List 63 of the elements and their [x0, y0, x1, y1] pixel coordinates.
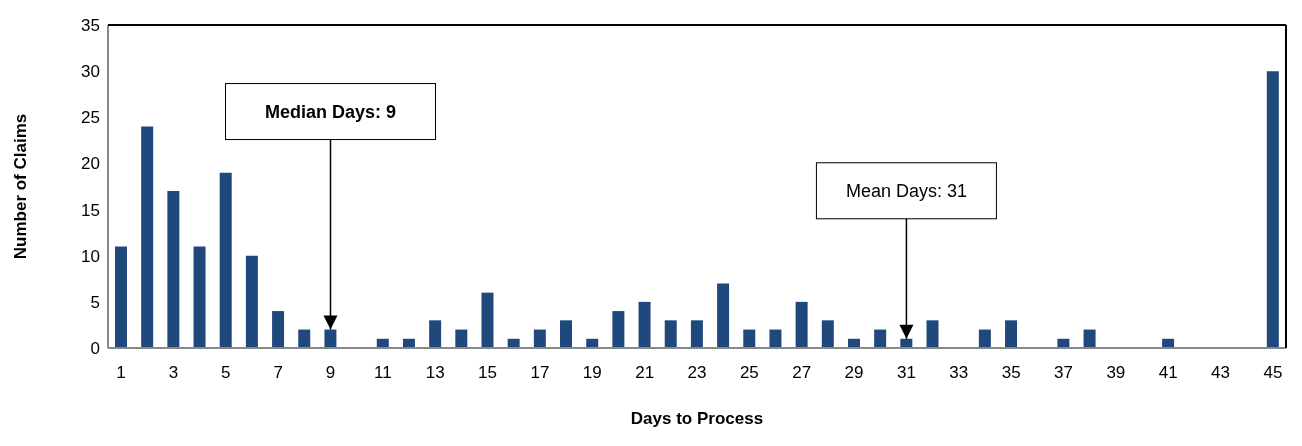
- bar: [1266, 71, 1279, 348]
- x-tick-label: 19: [582, 363, 602, 383]
- x-tick-label: 5: [221, 363, 231, 383]
- bar: [978, 329, 991, 348]
- bar: [743, 329, 756, 348]
- x-axis-title: Days to Process: [630, 409, 764, 428]
- bar: [272, 311, 285, 348]
- bar: [690, 320, 703, 348]
- bar: [298, 329, 311, 348]
- bar: [455, 329, 468, 348]
- y-tick-label: 20: [81, 154, 100, 174]
- y-axis-title: Number of Claims: [11, 113, 31, 260]
- x-tick-label: 9: [325, 363, 336, 383]
- x-tick-label: 7: [273, 363, 283, 383]
- bar: [926, 320, 939, 348]
- bar: [612, 311, 625, 348]
- x-tick-label: 3: [168, 363, 179, 383]
- x-tick-label: 21: [635, 363, 655, 383]
- bar: [141, 126, 154, 348]
- y-tick-label: 15: [81, 200, 100, 220]
- x-tick-label: 37: [1054, 363, 1073, 383]
- y-tick-label: 25: [81, 108, 100, 128]
- x-tick-label: 25: [739, 363, 759, 383]
- bar: [429, 320, 442, 348]
- bar: [193, 246, 206, 348]
- bar: [717, 283, 730, 348]
- y-tick-label: 35: [81, 16, 100, 36]
- bar: [533, 329, 546, 348]
- x-tick-label: 13: [425, 363, 445, 383]
- bar: [1083, 329, 1096, 348]
- x-tick-label: 39: [1106, 363, 1126, 383]
- x-tick-label: 35: [1001, 363, 1021, 383]
- x-tick-label: 31: [896, 363, 916, 383]
- bar: [481, 292, 494, 348]
- x-tick-label: 29: [844, 363, 864, 383]
- x-tick-label: 15: [478, 363, 498, 383]
- bar: [115, 246, 127, 348]
- annotation: Median Days: 9: [264, 101, 397, 122]
- bar: [795, 301, 808, 348]
- bar: [560, 320, 573, 348]
- bar: [821, 320, 834, 348]
- x-tick-label: 33: [949, 363, 969, 383]
- bar: [874, 329, 887, 348]
- y-tick-label: 30: [81, 62, 100, 82]
- annotation: Mean Days: 31: [845, 180, 967, 201]
- x-tick-label: 45: [1263, 363, 1283, 383]
- x-tick-label: 11: [374, 363, 392, 383]
- bar: [167, 191, 180, 348]
- y-tick-label: 5: [90, 292, 100, 312]
- x-tick-label: 43: [1211, 363, 1231, 383]
- x-tick-label: 17: [530, 363, 550, 383]
- bar: [245, 255, 258, 348]
- x-tick-label: 41: [1158, 363, 1178, 383]
- x-tick-label: 27: [792, 363, 812, 383]
- bar: [638, 301, 651, 348]
- x-tick-label: 1: [116, 363, 126, 383]
- x-tick-label: 23: [687, 363, 707, 383]
- y-tick-label: 0: [90, 339, 100, 359]
- bar: [1005, 320, 1018, 348]
- bar: [769, 329, 782, 348]
- bar: [219, 172, 232, 348]
- bar: [664, 320, 677, 348]
- y-tick-label: 10: [81, 246, 100, 266]
